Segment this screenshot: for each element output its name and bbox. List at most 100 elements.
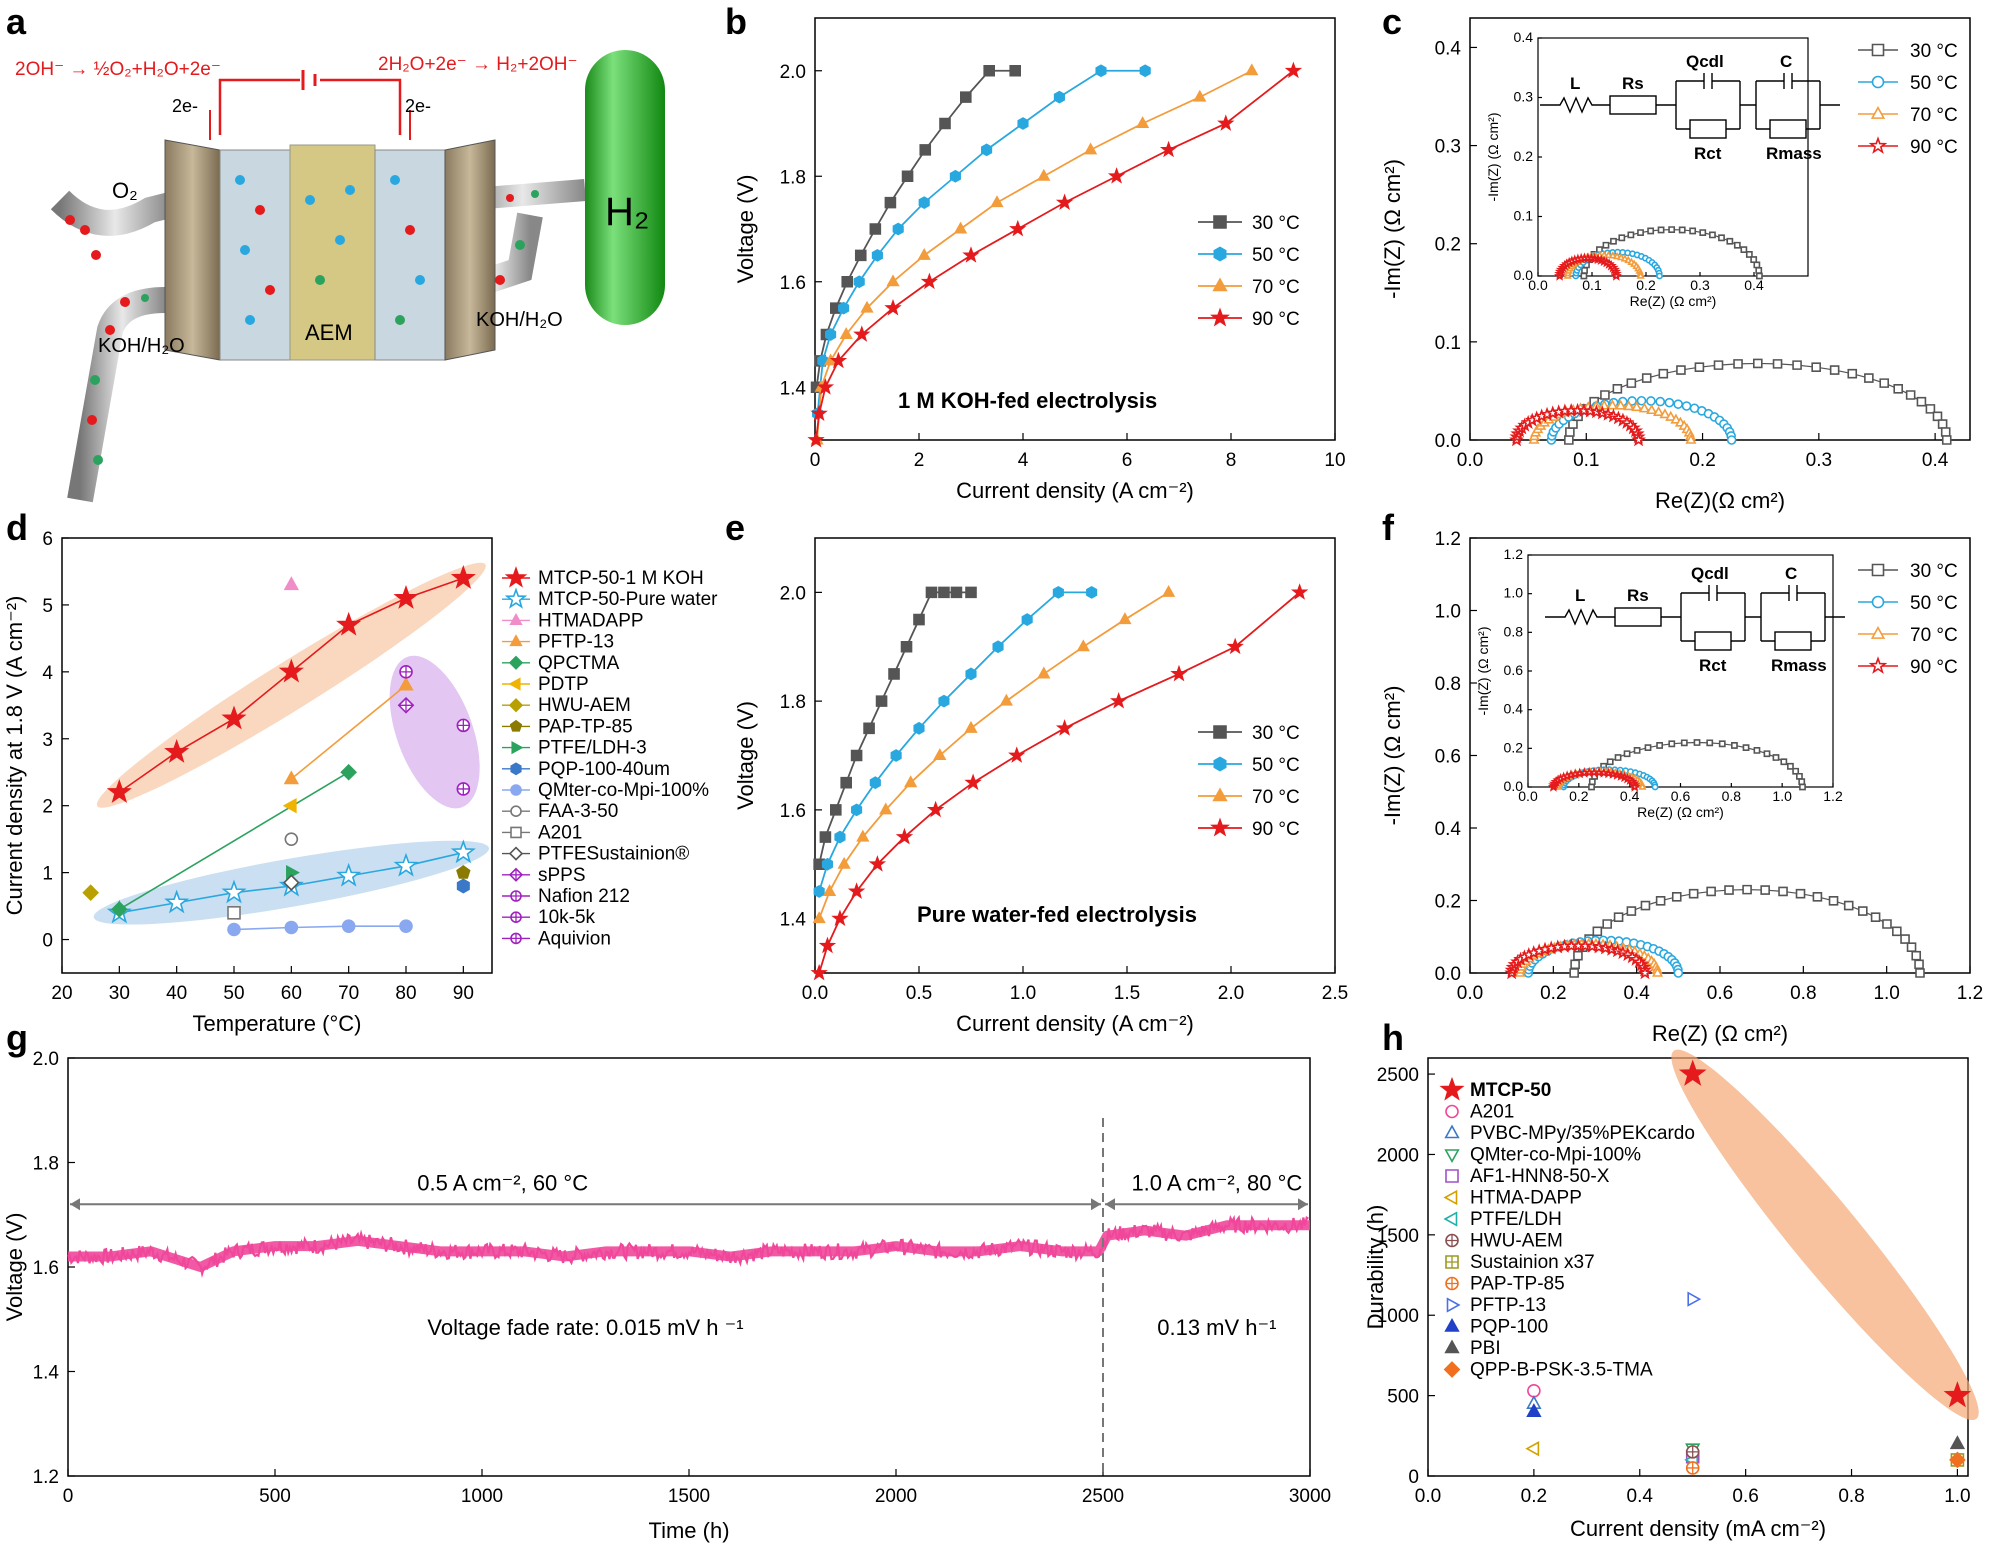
data-point-0 <box>1731 742 1738 749</box>
x-tick-label: 90 <box>453 983 474 1004</box>
data-point-2 <box>812 911 826 924</box>
data-point-3 <box>920 272 939 290</box>
inset-y-label: -Im(Z) (Ω cm²) <box>1485 113 1501 202</box>
x-tick-label: 0.5 <box>906 983 932 1004</box>
x-tick-label: 1.2 <box>1823 788 1843 804</box>
data-point-3 <box>847 882 866 899</box>
data-point-cross <box>511 933 521 944</box>
legend-marker <box>509 719 523 732</box>
y-tick-label: 5 <box>42 596 53 617</box>
data-point-0 <box>965 586 977 599</box>
data-point-3 <box>1284 61 1303 79</box>
data-point-0 <box>1706 886 1716 897</box>
data-point-0 <box>106 779 132 803</box>
data-point-2 <box>1646 403 1658 415</box>
y-tick-label: 1.4 <box>780 910 807 931</box>
data-point-0 <box>1718 234 1725 242</box>
legend-label: 90 °C <box>1252 819 1300 840</box>
data-point-cross <box>1686 1461 1699 1474</box>
circuit-label-rct: Rct <box>1694 144 1722 163</box>
data-point-1 <box>825 328 837 341</box>
schematic-panel: a <box>6 1 665 503</box>
panel-letter-g: g <box>6 1017 28 1058</box>
data-point-1 <box>890 749 902 762</box>
data-point-0 <box>1718 740 1726 748</box>
x-axis-label: Re(Z)(Ω cm²) <box>1655 488 1785 513</box>
data-point-2 <box>1604 250 1613 259</box>
legend-label: Aquivion <box>538 928 611 949</box>
x-tick-label: 1.5 <box>1114 983 1140 1004</box>
y-tick-label: 1000 <box>1377 1306 1419 1327</box>
data-point-0 <box>1726 237 1734 245</box>
data-point-0 <box>1612 383 1623 394</box>
data-point-0 <box>1772 754 1780 761</box>
legend-label: 50 °C <box>1910 73 1958 94</box>
inductor-wire <box>1540 96 1610 114</box>
x-tick-label: 0.2 <box>1521 1486 1547 1507</box>
data-point-1 <box>892 222 904 236</box>
x-tick-label: 80 <box>395 983 416 1004</box>
data-point-13 <box>1949 1451 1966 1469</box>
data-point-2 <box>999 693 1013 706</box>
x-tick-label: 0.2 <box>1636 277 1656 293</box>
y-tick-label: 0.4 <box>1435 38 1462 59</box>
chart-b: 0 2 4 6 8 10 1.4 1.6 1.8 2.0 Current density (A cm… <box>733 17 1346 503</box>
legend-label: AF1-HNN8-50-X <box>1470 1166 1610 1187</box>
data-point-3 <box>962 246 980 263</box>
koh-label-left: KOH/H₂O <box>98 335 185 357</box>
electron-label-right: 2e- <box>405 96 431 116</box>
data-point-2 <box>1617 252 1626 261</box>
x-tick-label: 1.0 <box>1010 983 1036 1004</box>
data-point-0 <box>950 586 963 599</box>
data-point-3 <box>818 936 837 954</box>
data-point-0 <box>1905 390 1916 400</box>
x-tick-label: 0.0 <box>1415 1486 1441 1507</box>
data-point-2 <box>904 775 918 788</box>
rmass-resistor <box>1769 119 1807 139</box>
series-line-2 <box>816 69 1253 441</box>
data-point-0 <box>1772 359 1783 369</box>
legend-marker <box>1871 43 1885 57</box>
data-point-1 <box>871 248 883 262</box>
y-tick-label: 0.1 <box>1514 208 1534 224</box>
data-point-0 <box>1699 229 1707 237</box>
y-tick-label: 0.0 <box>1435 964 1461 985</box>
legend-label: 30 °C <box>1252 213 1300 234</box>
data-point-0 <box>1618 234 1626 242</box>
highlight-ellipse <box>389 655 480 809</box>
y-tick-label: 1.2 <box>1504 546 1524 562</box>
y-tick-label: 0.4 <box>1504 701 1524 717</box>
data-point-0 <box>1780 758 1788 766</box>
data-point-0 <box>336 611 362 636</box>
data-point-0 <box>1911 950 1922 961</box>
data-point-0 <box>1828 895 1839 906</box>
data-point-0 <box>960 91 972 103</box>
data-point-2 <box>1037 666 1051 679</box>
data-point-1 <box>164 889 190 914</box>
legend-marker <box>1210 307 1230 327</box>
x-tick-label: 6 <box>1122 450 1133 471</box>
data-point-1 <box>821 857 834 871</box>
x-tick-label: 1.0 <box>1944 1486 1970 1507</box>
data-point-0 <box>869 223 882 235</box>
data-point-1 <box>393 852 419 877</box>
legend-label: PBI <box>1470 1338 1501 1359</box>
data-point-3 <box>829 351 848 369</box>
y-tick-label: 1.8 <box>780 692 806 713</box>
data-point-0 <box>850 749 863 762</box>
y-tick-label: 0.8 <box>1504 623 1524 639</box>
data-point-0 <box>1570 959 1580 970</box>
y-axis-label: Current density at 1.8 V (A cm⁻²) <box>2 596 27 916</box>
x-axis-label: Current density (A cm⁻²) <box>956 478 1194 503</box>
data-point-0 <box>1900 934 1910 944</box>
data-point-3 <box>1591 939 1607 954</box>
data-point-1 <box>1664 397 1675 408</box>
y-axis-label: Voltage (V) <box>733 701 758 810</box>
y-tick-label: 0.2 <box>1504 739 1524 755</box>
x-tick-label: 0.0 <box>1457 450 1483 471</box>
circuit-label-rs: Rs <box>1627 586 1649 605</box>
data-point-2 <box>1193 89 1207 102</box>
data-point-0 <box>1742 884 1752 895</box>
data-point-2 <box>1083 142 1098 155</box>
y-tick-label: 1.0 <box>1435 602 1461 623</box>
